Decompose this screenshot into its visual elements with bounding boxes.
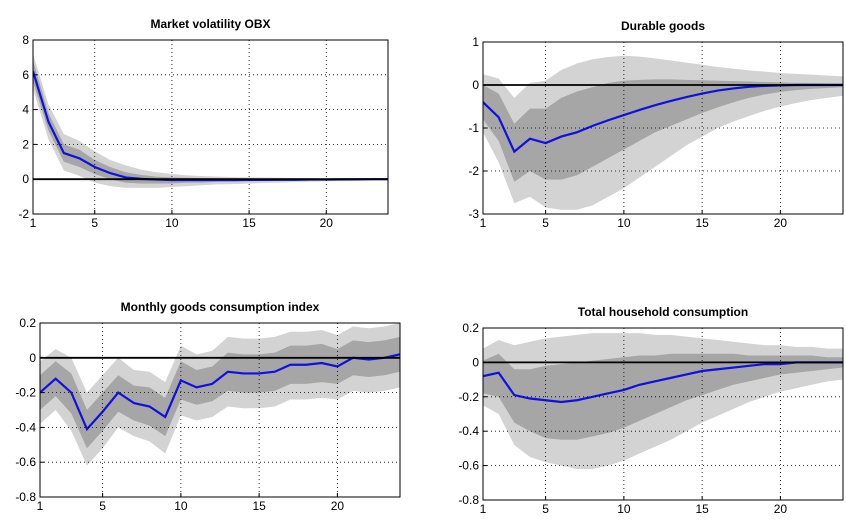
axes-box bbox=[482, 327, 844, 501]
axes-box bbox=[39, 322, 401, 498]
x-tick-label: 20 bbox=[320, 216, 334, 230]
plot-area bbox=[33, 53, 388, 188]
plot-area bbox=[40, 323, 400, 466]
y-tick-label: 0 bbox=[472, 78, 479, 92]
plot-area bbox=[483, 55, 843, 210]
chart-title: Total household consumption bbox=[578, 305, 748, 319]
y-tick-label: 0.2 bbox=[19, 316, 36, 330]
x-tick-label: 5 bbox=[542, 502, 549, 516]
y-tick-label: 8 bbox=[22, 33, 29, 47]
y-tick-label: -0.6 bbox=[15, 455, 36, 469]
x-tick-label: 10 bbox=[165, 216, 179, 230]
y-tick-label: -2 bbox=[468, 164, 479, 178]
x-tick-label: 20 bbox=[774, 216, 788, 230]
x-tick-label: 10 bbox=[174, 499, 188, 513]
plot-area bbox=[483, 333, 843, 470]
x-tick-label: 20 bbox=[331, 499, 345, 513]
x-tick-label: 15 bbox=[252, 499, 266, 513]
y-tick-label: 0 bbox=[22, 172, 29, 186]
chart-title: Monthly goods consumption index bbox=[121, 300, 320, 314]
y-tick-label: 4 bbox=[22, 103, 29, 117]
y-tick-label: -1 bbox=[468, 121, 479, 135]
y-tick-label: -0.4 bbox=[15, 420, 36, 434]
y-tick-label: -2 bbox=[18, 207, 29, 221]
x-tick-label: 1 bbox=[30, 216, 37, 230]
y-tick-label: 2 bbox=[22, 137, 29, 151]
x-tick-label: 5 bbox=[91, 216, 98, 230]
chart-title: Durable goods bbox=[621, 19, 705, 33]
x-tick-label: 15 bbox=[695, 216, 709, 230]
line bbox=[40, 353, 400, 432]
y-tick-label: -0.2 bbox=[15, 386, 36, 400]
x-tick-label: 20 bbox=[774, 502, 788, 516]
chart-title: Market volatility OBX bbox=[150, 17, 270, 31]
x-tick-label: 15 bbox=[695, 502, 709, 516]
band bbox=[33, 60, 388, 184]
x-tick-label: 5 bbox=[542, 216, 549, 230]
y-tick-label: -3 bbox=[468, 207, 479, 221]
y-tick-label: 0.2 bbox=[462, 321, 479, 335]
y-tick-label: -0.2 bbox=[458, 390, 479, 404]
band bbox=[483, 79, 843, 182]
x-tick-label: 1 bbox=[480, 502, 487, 516]
x-tick-label: 10 bbox=[617, 216, 631, 230]
y-tick-label: 0 bbox=[472, 355, 479, 369]
axes-box bbox=[32, 39, 389, 215]
x-tick-label: 15 bbox=[242, 216, 256, 230]
y-tick-label: 6 bbox=[22, 68, 29, 82]
y-tick-label: 1 bbox=[472, 35, 479, 49]
y-tick-label: -0.8 bbox=[458, 493, 479, 507]
x-tick-label: 5 bbox=[99, 499, 106, 513]
y-tick-label: 0 bbox=[29, 351, 36, 365]
y-tick-label: -0.8 bbox=[15, 490, 36, 504]
x-tick-label: 1 bbox=[480, 216, 487, 230]
line bbox=[483, 361, 843, 404]
x-tick-label: 1 bbox=[37, 499, 44, 513]
x-tick-label: 10 bbox=[617, 502, 631, 516]
y-tick-label: -0.6 bbox=[458, 459, 479, 473]
subplot: Monthly goods consumption index -0.8 -0.6 -… bbox=[15, 300, 401, 513]
subplot: Total household consumption -0.8 -0.6 -0.4 -… bbox=[458, 305, 844, 516]
y-tick-label: -0.4 bbox=[458, 424, 479, 438]
